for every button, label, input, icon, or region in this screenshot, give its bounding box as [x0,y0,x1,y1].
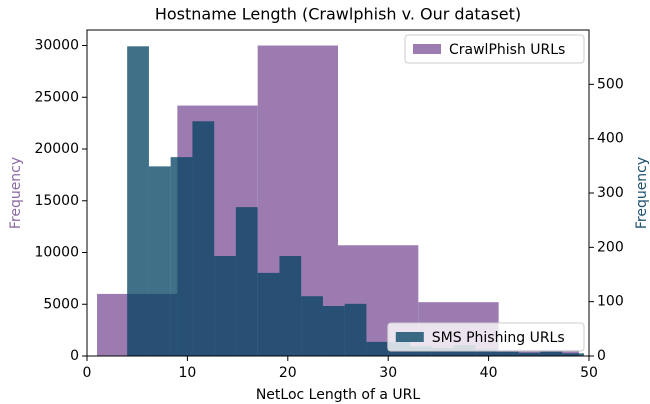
histogram-bar [148,166,171,356]
histogram-bar [431,347,454,356]
x-tick-label: 0 [83,365,92,381]
y2-tick-label: 400 [597,131,624,147]
histogram-bar [279,256,302,356]
x-axis-label: NetLoc Length of a URL [256,387,421,403]
histogram-bar [496,351,519,356]
legend-box [404,34,585,64]
y-tick-label: 10000 [34,245,79,261]
histogram-bar [235,207,258,356]
y-tick-label: 25000 [34,89,79,105]
histogram-bar [257,272,280,356]
chart-title: Hostname Length (Crawlphish v. Our datas… [155,5,521,24]
y-axis-label: Frequency [8,157,24,229]
y-tick-label: 0 [70,348,79,364]
histogram-bar [366,341,389,356]
y2-tick-label: 100 [597,294,624,310]
y2-axis-label: Frequency [634,157,650,229]
x-tick-label: 20 [279,365,297,381]
histogram-bar [214,256,236,356]
histogram-bar [344,303,367,356]
y-tick-label: 5000 [43,296,79,312]
histogram-bar [170,157,193,356]
y2-tick-label: 0 [597,348,606,364]
legend-swatch [395,332,424,342]
histogram-bar [518,352,541,356]
histogram-bar [475,349,497,356]
x-tick-label: 10 [178,365,196,381]
histogram-bar [562,353,584,356]
legend-box [387,322,585,352]
legend-label: SMS Phishing URLs [432,330,565,346]
legend-swatch [413,44,441,54]
histogram-bar [540,351,563,356]
histogram-bar [192,121,215,356]
histogram-bar [322,306,345,356]
x-tick-label: 50 [580,365,598,381]
y2-tick-label: 200 [597,239,624,255]
y-tick-label: 20000 [34,141,79,157]
x-tick-label: 40 [480,365,498,381]
y2-tick-label: 300 [597,185,624,201]
histogram-bar [301,296,323,356]
histogram-bar [127,46,149,357]
legend-label: CrawlPhish URLs [449,42,565,58]
y-tick-label: 30000 [34,38,79,54]
x-tick-label: 30 [379,365,397,381]
y-tick-label: 15000 [34,193,79,209]
y2-tick-label: 500 [597,76,624,92]
